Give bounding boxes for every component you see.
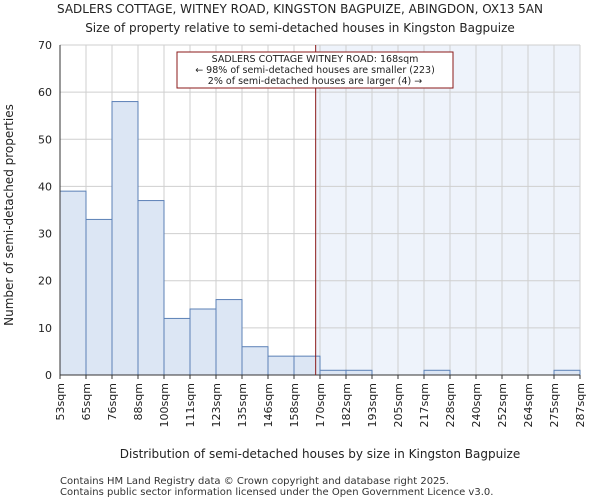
y-axis-label: Number of semi-detached properties (2, 104, 16, 326)
x-tick-label: 146sqm (262, 383, 275, 427)
x-tick-label: 205sqm (392, 383, 405, 427)
x-tick-label: 275sqm (548, 383, 561, 427)
y-tick-label: 40 (38, 180, 52, 193)
x-tick-label: 135sqm (236, 383, 249, 427)
bar (111, 101, 139, 376)
bar (423, 369, 451, 376)
annotation-line-3: 2% of semi-detached houses are larger (4… (208, 76, 422, 87)
chart-subtitle: Size of property relative to semi-detach… (85, 21, 515, 35)
x-tick-label: 76sqm (106, 383, 119, 420)
bar (553, 369, 581, 376)
bar (215, 299, 243, 376)
x-tick-label: 287sqm (574, 383, 587, 427)
bar (163, 317, 191, 376)
x-axis-label: Distribution of semi-detached houses by … (120, 447, 520, 461)
x-tick-label: 53sqm (54, 383, 67, 420)
y-tick-label: 0 (45, 369, 52, 382)
bar (59, 190, 87, 376)
plot-area: 0 10 20 30 40 50 60 70 53sqm 65sqm 76sqm 88sqm 100sq… (38, 39, 587, 427)
footer-line-2: Contains public sector information licen… (60, 487, 493, 498)
bar (189, 308, 217, 376)
x-tick-label: 123sqm (210, 383, 223, 427)
chart-title: SADLERS COTTAGE, WITNEY ROAD, KINGSTON B… (57, 2, 543, 16)
x-tick-label: 217sqm (418, 383, 431, 427)
bar (241, 346, 269, 376)
y-tick-label: 60 (38, 86, 52, 99)
y-tick-label: 20 (38, 275, 52, 288)
bar (319, 369, 347, 376)
footer-line-1: Contains HM Land Registry data © Crown c… (60, 476, 449, 487)
highlight-region (315, 45, 580, 375)
x-tick-label: 228sqm (444, 383, 457, 427)
x-tick-label: 111sqm (184, 383, 197, 427)
annotation-box (176, 51, 454, 89)
y-tick-label: 50 (38, 133, 52, 146)
x-tick-label: 170sqm (314, 383, 327, 427)
x-tick-label: 193sqm (366, 383, 379, 427)
x-tick-label: 182sqm (340, 383, 353, 427)
bar (137, 200, 165, 376)
x-tick-label: 158sqm (288, 383, 301, 427)
y-tick-label: 70 (38, 39, 52, 52)
x-tick-label: 88sqm (132, 383, 145, 420)
y-tick-label: 10 (38, 322, 52, 335)
bar (85, 218, 113, 376)
bar (267, 355, 295, 376)
x-tick-label: 240sqm (470, 383, 483, 427)
x-tick-label: 65sqm (80, 383, 93, 420)
bar (345, 369, 373, 376)
x-tick-label: 264sqm (522, 383, 535, 427)
annotation-line-2: ← 98% of semi-detached houses are smalle… (195, 65, 435, 76)
annotation-line-1: SADLERS COTTAGE WITNEY ROAD: 168sqm (212, 54, 419, 65)
x-tick-label: 252sqm (496, 383, 509, 427)
x-tick-label: 100sqm (158, 383, 171, 427)
y-tick-label: 30 (38, 228, 52, 241)
